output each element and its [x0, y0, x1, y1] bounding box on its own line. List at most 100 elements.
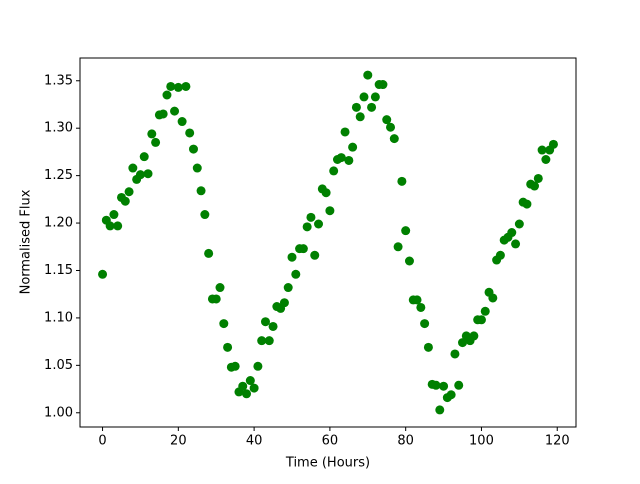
y-axis-label: Normalised Flux [19, 189, 34, 294]
x-tick-label: 100 [469, 434, 494, 449]
point [120, 196, 130, 206]
point [200, 210, 210, 220]
point [113, 221, 123, 231]
point [173, 82, 183, 92]
point [378, 80, 388, 90]
point [351, 102, 361, 112]
y-tick-label: 1.05 [44, 358, 73, 373]
y-tick-label: 1.15 [44, 263, 73, 278]
point [386, 122, 396, 132]
point [439, 381, 449, 391]
point [420, 319, 430, 329]
point [458, 338, 468, 348]
x-tick-label: 20 [170, 434, 187, 449]
point [363, 70, 373, 80]
point [287, 252, 297, 262]
point [245, 376, 255, 386]
point [533, 173, 543, 183]
point [139, 152, 149, 162]
point [291, 269, 301, 279]
point [321, 188, 331, 198]
y-tick-label: 1.10 [44, 310, 73, 325]
point [264, 336, 274, 346]
point [522, 199, 532, 209]
point [469, 331, 479, 341]
point [404, 256, 414, 266]
point [188, 144, 198, 154]
point [162, 90, 172, 100]
point [344, 155, 354, 165]
point [196, 186, 206, 196]
point [336, 153, 346, 163]
x-tick-label: 60 [322, 434, 339, 449]
point [370, 92, 380, 102]
point [314, 219, 324, 229]
point [109, 210, 119, 220]
point [393, 242, 403, 252]
point [238, 381, 248, 391]
point [128, 163, 138, 173]
point [348, 142, 358, 152]
point [279, 298, 289, 308]
point [253, 361, 263, 371]
point [223, 342, 233, 352]
point [192, 163, 202, 173]
point [367, 102, 377, 112]
point [170, 106, 180, 116]
point [135, 170, 145, 180]
point [302, 222, 312, 232]
point [530, 181, 540, 191]
point [416, 302, 426, 312]
point [359, 92, 369, 102]
point [412, 295, 422, 305]
x-tick-label: 40 [246, 434, 263, 449]
point [423, 342, 433, 352]
x-tick-label: 80 [397, 434, 414, 449]
point [476, 315, 486, 325]
point [340, 127, 350, 137]
point [454, 380, 464, 390]
point [260, 317, 270, 327]
point [185, 128, 195, 138]
point [495, 250, 505, 260]
point [143, 169, 153, 179]
y-tick-label: 1.25 [44, 168, 73, 183]
x-axis-label: Time (Hours) [285, 456, 370, 471]
point [507, 228, 517, 238]
point [431, 380, 441, 390]
point [488, 293, 498, 303]
point [435, 405, 445, 415]
y-tick-label: 1.30 [44, 121, 73, 136]
point [98, 269, 108, 279]
point [397, 176, 407, 186]
point [514, 219, 524, 229]
point [541, 154, 551, 164]
point [325, 206, 335, 216]
point [389, 134, 399, 144]
point [219, 319, 229, 329]
point [166, 81, 176, 91]
point [548, 139, 558, 149]
point [147, 129, 157, 139]
point [329, 166, 339, 176]
point [204, 248, 214, 258]
point [298, 244, 308, 254]
point [382, 115, 392, 125]
point [124, 187, 134, 197]
point [177, 117, 187, 127]
point [257, 336, 267, 346]
point [306, 212, 316, 222]
point [480, 306, 490, 316]
y-tick-label: 1.20 [44, 216, 73, 231]
x-tick-label: 0 [98, 434, 106, 449]
x-tick-label: 120 [545, 434, 570, 449]
point [249, 383, 259, 393]
point [450, 349, 460, 359]
point [181, 81, 191, 91]
point [310, 250, 320, 260]
point [283, 283, 293, 293]
point [215, 283, 225, 293]
plot-frame [79, 57, 577, 428]
